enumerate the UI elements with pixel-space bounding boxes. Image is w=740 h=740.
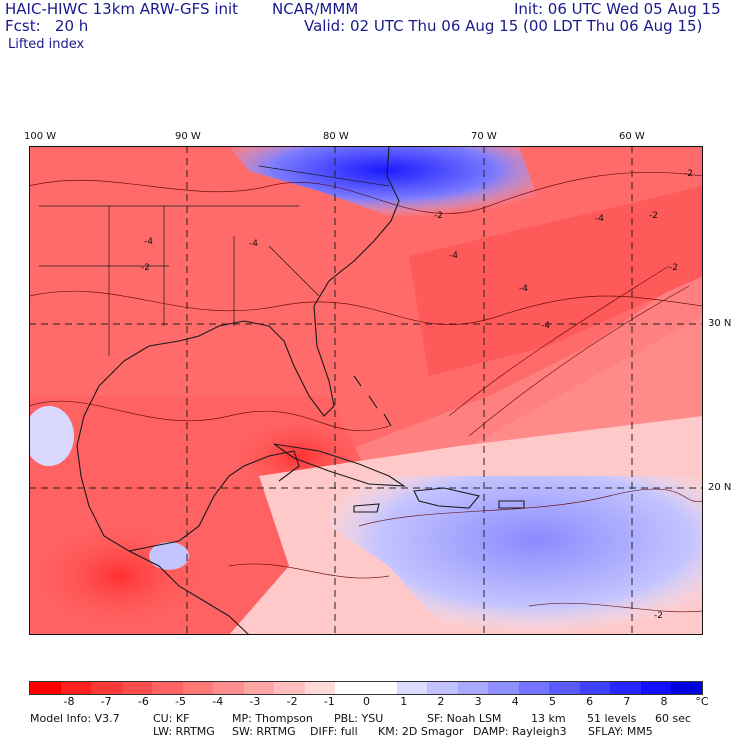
contour-label: -4 <box>519 284 528 294</box>
contour-label: -2 <box>434 211 443 221</box>
coastlines <box>39 146 525 635</box>
colorbar-tick-label: -4 <box>212 695 224 708</box>
colorbar-swatch <box>427 682 458 694</box>
contour-label: -4 <box>249 239 258 249</box>
colorbar-swatch <box>549 682 580 694</box>
lat-label-20n: 20 N <box>708 482 732 493</box>
contour-label: -4 <box>144 237 153 247</box>
colorbar-unit: °C <box>695 695 709 708</box>
colorbar-tick-label: 8 <box>660 695 668 708</box>
colorbar-swatch <box>30 682 61 694</box>
contour-label: -2 <box>141 263 150 273</box>
colorbar-tick-label: 1 <box>400 695 408 708</box>
colorbar-swatch <box>488 682 519 694</box>
contour-label: -4 <box>449 251 458 261</box>
colorbar-swatch <box>60 682 92 694</box>
contour-label: -2 <box>649 211 658 221</box>
contour-label: -2 <box>684 169 693 179</box>
colorbar-tick-label: 7 <box>623 695 631 708</box>
lifted-index-map: -4 -4 -4 -4 -4 -4 -2 -2 -2 -2 -2 -2 <box>29 146 703 635</box>
microphysics-scheme: MP: Thompson <box>232 712 313 725</box>
vertical-levels: 51 levels <box>587 712 637 725</box>
field-name: Lifted index <box>8 37 85 52</box>
colorbar-tick-label: 6 <box>586 695 594 708</box>
colorbar-tick-label: 3 <box>474 695 482 708</box>
blue-region-caribbean <box>329 476 703 635</box>
time-step: 60 sec <box>655 712 692 725</box>
surface-layer-scheme: SFLAY: MM5 <box>588 725 653 738</box>
colorbar-swatch <box>121 682 153 694</box>
contour-label: -2 <box>654 611 663 621</box>
colorbar-tick-label: 0 <box>363 695 370 708</box>
red-band-atlantic <box>409 186 703 376</box>
grid-spacing: 13 km <box>531 712 566 725</box>
pbl-scheme: PBL: YSU <box>334 712 384 725</box>
lon-label-80w: 80 W <box>323 131 349 142</box>
colorbar-swatch <box>182 682 214 694</box>
valid-time: Valid: 02 UTC Thu 06 Aug 15 (00 LDT Thu … <box>304 17 703 35</box>
colorbar-tick-label: 4 <box>511 695 519 708</box>
colorbar-swatch <box>640 682 672 694</box>
colorbar-swatch <box>91 682 122 694</box>
colorbar-tick-label: -3 <box>249 695 261 708</box>
model-title: HAIC-HIWC 13km ARW-GFS init <box>5 0 239 18</box>
diffusion-option: DIFF: full <box>310 725 358 738</box>
contour-label: -4 <box>541 321 550 331</box>
colorbar-swatch <box>152 682 183 694</box>
colorbar-swatch <box>518 682 550 694</box>
blue-patch-pacific <box>149 542 189 570</box>
lon-label-70w: 70 W <box>471 131 497 142</box>
colorbar-tick-label: -2 <box>286 695 298 708</box>
damping-option: DAMP: Rayleigh3 <box>473 725 567 738</box>
contour-label: -4 <box>595 214 604 224</box>
lon-label-100w: 100 W <box>24 131 57 142</box>
lifted-index-contours <box>29 171 703 613</box>
contour-value-labels: -4 -4 -4 -4 -4 -4 -2 -2 -2 -2 -2 -2 <box>141 169 693 621</box>
colorbar-swatch <box>335 682 367 694</box>
lon-label-60w: 60 W <box>619 131 645 142</box>
colorbar-tick-label: -8 <box>63 695 75 708</box>
colorbar-swatch <box>366 682 397 694</box>
colorbar-tick-label: 5 <box>548 695 556 708</box>
eddy-coefficient-option: KM: 2D Smagor <box>378 725 464 738</box>
colorbar-swatch <box>274 682 305 694</box>
colorbar-tick-label: -7 <box>100 695 112 708</box>
colorbar-swatch <box>304 682 336 694</box>
lon-label-90w: 90 W <box>175 131 201 142</box>
forecast-hour: Fcst: 20 h <box>5 17 89 35</box>
blue-patch-west <box>29 406 74 466</box>
red-core-mexico <box>29 521 209 631</box>
blue-region-northeast <box>229 146 539 226</box>
model-version: Model Info: V3.7 <box>30 712 120 725</box>
colorbar-tick-label: -1 <box>323 695 335 708</box>
colorbar-swatch <box>396 682 428 694</box>
longwave-scheme: LW: RRTMG <box>153 725 215 738</box>
colorbar-swatch <box>243 682 275 694</box>
colorbar-swatch <box>579 682 611 694</box>
cumulus-scheme: CU: KF <box>153 712 190 725</box>
colorbar-swatch <box>671 682 703 694</box>
colorbar-tick-label: -5 <box>175 695 187 708</box>
contour-label: -2 <box>669 263 678 273</box>
organization-label: NCAR/MMM <box>272 0 359 18</box>
colorbar <box>29 681 703 695</box>
surface-scheme: SF: Noah LSM <box>427 712 502 725</box>
colorbar-tick-label: -6 <box>137 695 149 708</box>
colorbar-tick-label: 2 <box>437 695 445 708</box>
shortwave-scheme: SW: RRTMG <box>232 725 296 738</box>
colorbar-swatch <box>213 682 244 694</box>
colorbar-swatch <box>457 682 489 694</box>
colorbar-swatch <box>610 682 641 694</box>
map-frame <box>29 146 703 635</box>
lat-label-30n: 30 N <box>708 318 732 329</box>
init-time: Init: 06 UTC Wed 05 Aug 15 <box>514 0 721 18</box>
lat-lon-grid <box>29 146 703 635</box>
